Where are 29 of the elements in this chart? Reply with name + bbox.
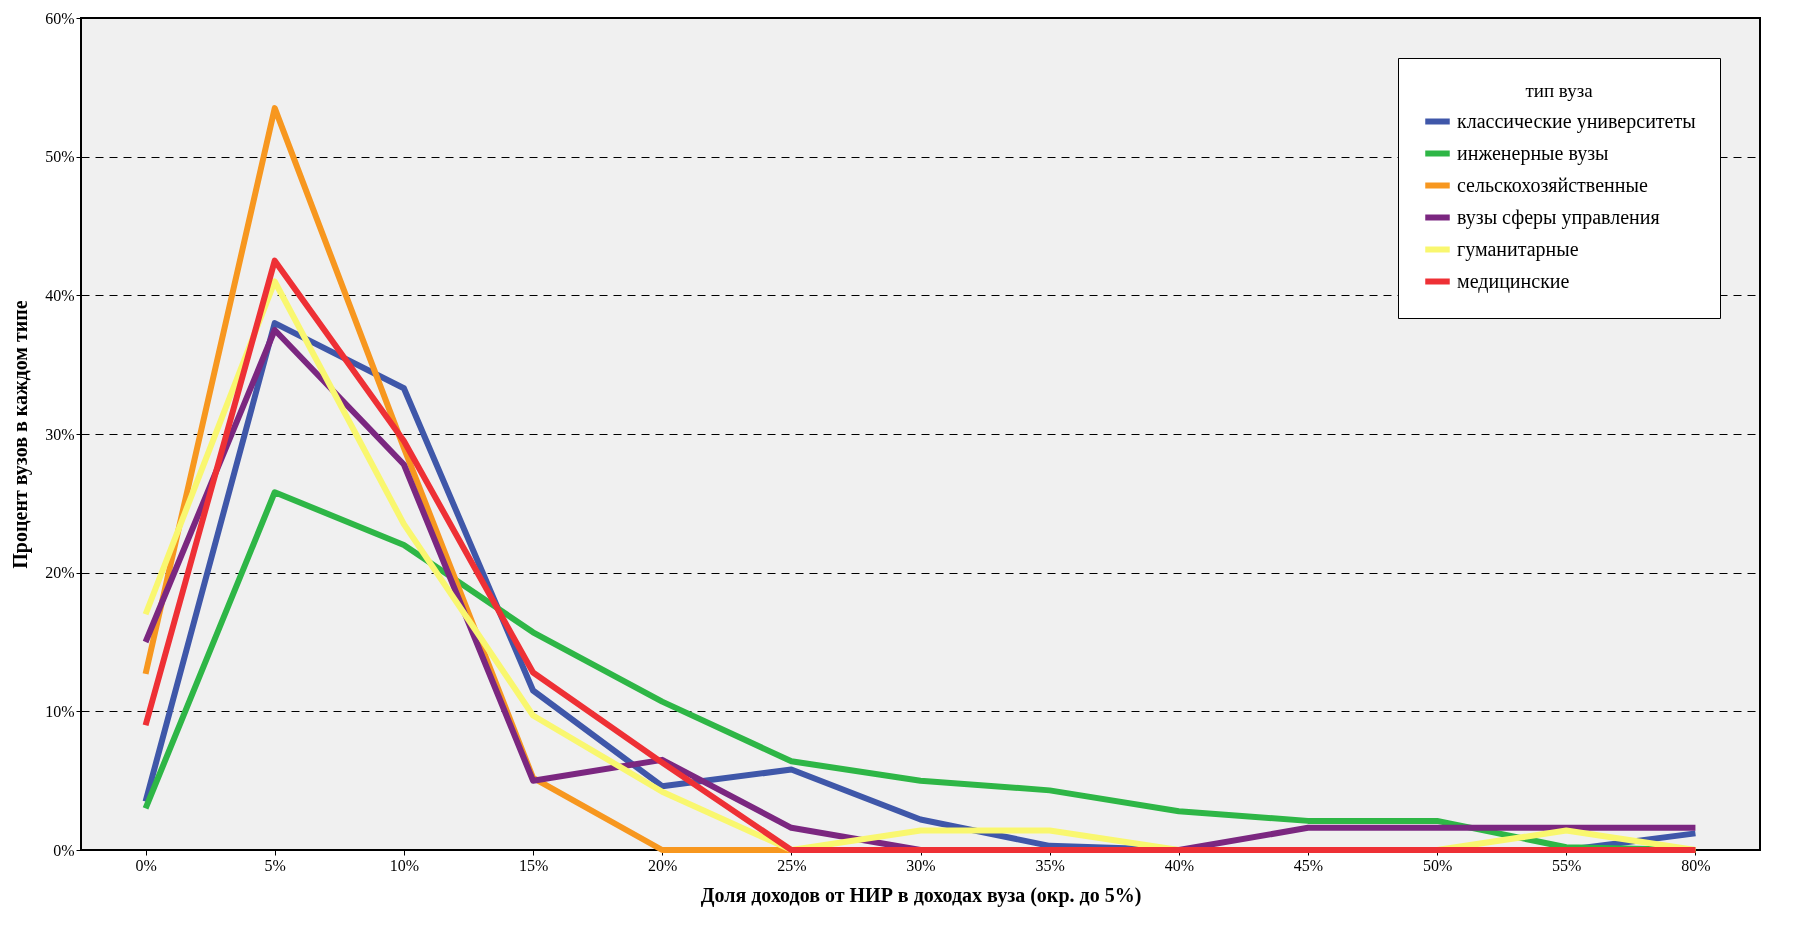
x-tick-label: 50% [1422,856,1453,874]
legend-label: сельскохозяйственные [1457,173,1648,196]
x-tick-label: 15% [518,856,549,874]
x-tick-label: 45% [1293,856,1324,874]
x-tick-label: 10% [389,856,420,874]
x-tick-label: 0% [135,856,157,874]
y-tick-label: 50% [45,148,75,166]
y-tick-label: 30% [45,425,75,443]
legend-label: вузы сферы управления [1457,205,1660,229]
y-tick-label: 40% [45,286,75,304]
x-tick-label: 5% [264,856,286,874]
legend-label: гуманитарные [1457,237,1579,261]
y-tick-label: 20% [45,564,75,582]
x-tick-label: 35% [1035,856,1065,874]
y-tick-label: 60% [45,9,75,27]
legend-label: классические университеты [1457,109,1696,133]
y-axis-title: Процент вузов в каждом типе [9,300,33,569]
x-axis-title: Доля доходов от НИР в доходах вуза (окр. до 5%) [700,883,1142,907]
x-tick-label: 80% [1681,856,1711,874]
x-tick-label: 40% [1164,856,1194,874]
x-tick-label: 20% [648,856,678,874]
legend-label: медицинские [1457,269,1570,293]
x-tick-label: 55% [1552,856,1582,874]
legend-label: инженерные вузы [1457,141,1609,165]
x-tick-label: 25% [777,856,807,874]
y-tick-label: 0% [53,841,75,859]
x-tick-label: 30% [906,856,936,874]
legend-title: тип вуза [1525,80,1594,101]
y-tick-label: 10% [45,702,75,720]
